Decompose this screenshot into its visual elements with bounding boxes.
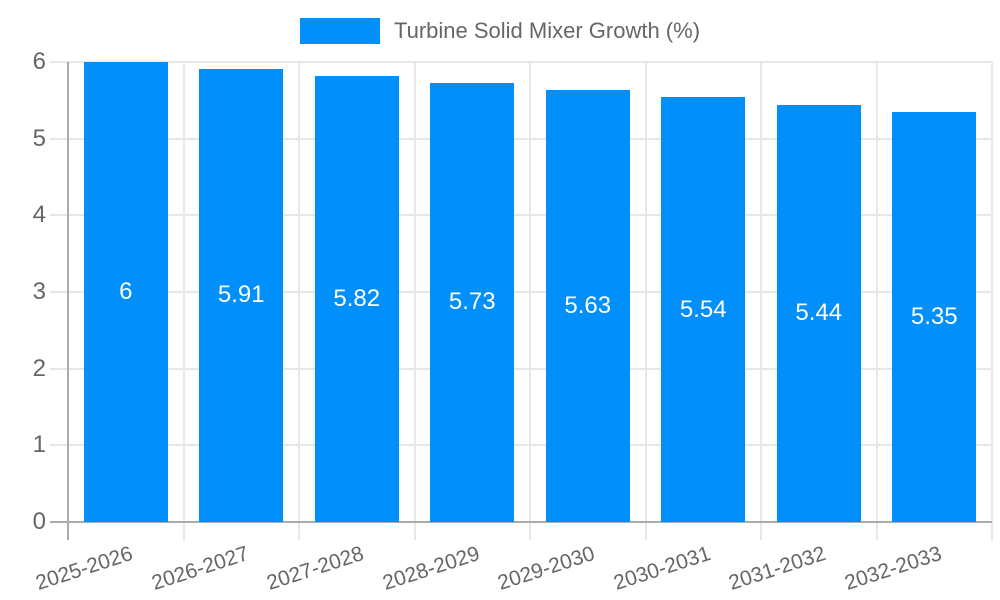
x-gridline: [182, 62, 185, 522]
y-tick-label: 1: [32, 431, 46, 459]
bar-value-label: 5.44: [795, 299, 843, 327]
x-tick-mark: [760, 522, 762, 540]
y-tick-label: 3: [32, 278, 46, 305]
bar[interactable]: [83, 62, 168, 522]
x-gridline: [644, 62, 647, 522]
bar[interactable]: [661, 97, 746, 522]
x-tick-mark: [875, 522, 878, 540]
bar[interactable]: [430, 82, 515, 522]
y-tick-mark: [50, 214, 68, 217]
bar-value-label: 5.82: [333, 284, 381, 312]
x-tick-mark: [182, 522, 185, 540]
bar[interactable]: [892, 111, 977, 522]
y-tick-label: 4: [32, 201, 46, 229]
x-axis-line: [68, 521, 992, 523]
bar-value-label: 5.91: [217, 281, 265, 309]
bar-value-label: 6: [119, 278, 133, 305]
x-tick-label: 2028-2029: [379, 542, 483, 595]
x-gridline: [298, 62, 300, 522]
x-gridline: [413, 62, 416, 522]
x-gridline: [991, 62, 993, 522]
x-gridline: [529, 62, 531, 522]
x-tick-mark: [529, 522, 531, 540]
x-tick-label: 2032-2033: [841, 542, 945, 595]
bar[interactable]: [776, 104, 861, 522]
bar-value-label: 5.35: [910, 302, 958, 330]
y-tick-label: 5: [32, 124, 46, 152]
x-tick-label: 2030-2031: [610, 542, 714, 595]
y-tick-label: 6: [32, 48, 46, 75]
x-tick-mark: [298, 522, 300, 540]
bar[interactable]: [199, 68, 284, 522]
y-tick-label: 0: [32, 508, 46, 535]
bar[interactable]: [314, 75, 399, 522]
legend-swatch-icon: [299, 18, 380, 44]
x-tick-label: 2031-2032: [726, 542, 829, 595]
y-tick-mark: [50, 367, 68, 370]
x-tick-label: 2027-2028: [264, 542, 367, 595]
y-tick-mark: [50, 61, 68, 63]
x-gridline: [760, 62, 762, 522]
x-tick-mark: [644, 522, 647, 540]
x-tick-mark: [991, 522, 993, 540]
y-tick-mark: [50, 444, 68, 447]
bar-value-label: 5.73: [448, 288, 496, 316]
y-tick-mark: [50, 291, 68, 293]
x-tick-label: 2026-2027: [148, 542, 252, 595]
legend-label: Turbine Solid Mixer Growth (%): [393, 18, 701, 43]
y-tick-mark: [50, 137, 68, 140]
x-gridline: [875, 62, 878, 522]
x-tick-mark: [413, 522, 416, 540]
y-axis-line: [67, 62, 69, 522]
y-tick-mark: [50, 521, 68, 523]
bar-value-label: 5.54: [679, 295, 727, 323]
bar[interactable]: [545, 90, 630, 522]
legend[interactable]: Turbine Solid Mixer Growth (%): [0, 18, 1000, 44]
bar-value-label: 5.63: [564, 292, 612, 320]
x-tick-mark: [67, 522, 69, 540]
x-tick-label: 2025-2026: [33, 542, 136, 595]
y-tick-label: 2: [32, 354, 46, 382]
x-tick-label: 2029-2030: [495, 542, 598, 595]
